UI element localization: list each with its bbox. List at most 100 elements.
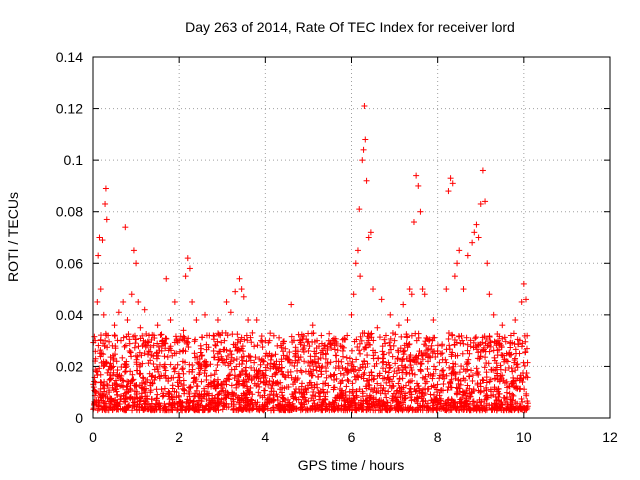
data-point	[319, 407, 326, 414]
data-point	[363, 177, 370, 184]
data-point	[477, 200, 484, 207]
data-point	[150, 353, 157, 360]
data-point	[262, 364, 269, 371]
data-point	[348, 362, 355, 369]
data-point	[382, 390, 389, 397]
data-point	[311, 406, 318, 413]
data-point	[519, 369, 526, 376]
data-point	[354, 247, 361, 254]
data-point	[128, 353, 135, 360]
data-point	[180, 347, 187, 354]
data-point	[286, 356, 293, 363]
data-point	[308, 330, 315, 337]
data-point	[264, 361, 271, 368]
data-point	[94, 298, 101, 305]
data-point	[232, 288, 239, 295]
data-point	[407, 394, 414, 401]
data-point	[449, 332, 456, 339]
data-point	[212, 342, 219, 349]
data-point	[224, 352, 231, 359]
data-point	[372, 407, 379, 414]
data-point	[304, 339, 311, 346]
data-point	[501, 380, 508, 387]
data-point	[443, 407, 450, 414]
data-point	[170, 365, 177, 372]
data-point	[349, 386, 356, 393]
data-point	[371, 375, 378, 382]
data-point	[153, 349, 160, 356]
data-point	[234, 331, 241, 338]
data-point	[297, 367, 304, 374]
data-point	[190, 375, 197, 382]
data-point	[279, 371, 286, 378]
data-point	[511, 359, 518, 366]
data-point	[193, 383, 200, 390]
data-point	[483, 384, 490, 391]
data-point	[368, 394, 375, 401]
data-point	[356, 206, 363, 213]
data-point	[299, 393, 306, 400]
data-point	[292, 344, 299, 351]
y-axis-label: ROTI / TECUs	[5, 192, 21, 282]
data-point	[267, 330, 274, 337]
data-point	[463, 406, 470, 413]
data-point	[443, 286, 450, 293]
data-point	[390, 382, 397, 389]
data-point	[291, 376, 298, 383]
data-point	[477, 383, 484, 390]
data-point	[187, 383, 194, 390]
data-point	[186, 265, 193, 272]
data-point	[469, 377, 476, 384]
data-point	[246, 354, 253, 361]
data-point	[458, 363, 465, 370]
data-point	[93, 396, 100, 403]
data-point	[133, 391, 140, 398]
data-point	[246, 372, 253, 379]
data-point	[311, 353, 318, 360]
y-tick-label: 0.06	[56, 255, 83, 271]
data-point	[506, 352, 513, 359]
data-point	[198, 334, 205, 341]
data-point	[148, 373, 155, 380]
data-point	[507, 344, 514, 351]
data-point	[458, 394, 465, 401]
data-point	[338, 389, 345, 396]
data-point	[221, 392, 228, 399]
data-point	[219, 406, 226, 413]
data-point	[334, 392, 341, 399]
data-point	[411, 371, 418, 378]
data-point	[368, 330, 375, 337]
data-point	[146, 332, 153, 339]
data-point	[118, 337, 125, 344]
data-point	[483, 335, 490, 342]
data-point	[449, 180, 456, 187]
data-point	[494, 330, 501, 337]
data-point	[162, 406, 169, 413]
data-point	[503, 350, 510, 357]
data-point	[100, 363, 107, 370]
data-point	[215, 331, 222, 338]
data-point	[143, 385, 150, 392]
data-point	[118, 363, 125, 370]
data-point	[241, 381, 248, 388]
data-point	[97, 347, 104, 354]
data-point	[394, 355, 401, 362]
x-tick-label: 12	[602, 429, 618, 445]
data-point	[484, 342, 491, 349]
data-point	[309, 359, 316, 366]
data-point	[206, 332, 213, 339]
data-point	[338, 358, 345, 365]
data-point	[120, 298, 127, 305]
data-point	[131, 403, 138, 410]
data-point	[196, 361, 203, 368]
data-point	[211, 371, 218, 378]
data-point	[522, 405, 529, 412]
data-point	[416, 390, 423, 397]
data-point	[203, 402, 210, 409]
data-point	[495, 393, 502, 400]
data-point	[376, 334, 383, 341]
data-point	[389, 330, 396, 337]
data-point	[490, 391, 497, 398]
x-tick-label: 6	[348, 429, 356, 445]
data-point	[391, 337, 398, 344]
